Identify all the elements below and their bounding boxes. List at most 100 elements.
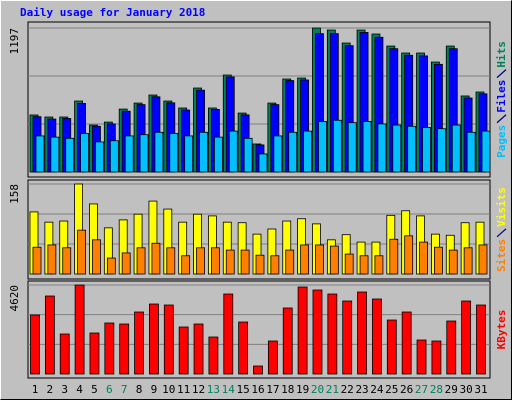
chart-title: Daily usage for January 2018 bbox=[20, 6, 205, 19]
bar bbox=[119, 323, 130, 375]
x-tick-label: 25 bbox=[385, 383, 398, 396]
bar bbox=[208, 336, 219, 375]
bar bbox=[59, 333, 70, 375]
bar bbox=[446, 320, 457, 375]
x-tick-label: 14 bbox=[222, 383, 236, 396]
bar bbox=[95, 141, 104, 173]
bar bbox=[65, 137, 75, 173]
bar bbox=[238, 321, 249, 375]
bar bbox=[273, 135, 283, 173]
bar bbox=[466, 131, 476, 173]
bar bbox=[104, 322, 115, 375]
bar bbox=[372, 298, 382, 375]
bar bbox=[210, 247, 220, 275]
bar bbox=[166, 247, 176, 275]
bar bbox=[225, 249, 235, 275]
y-tick-label: 4620 bbox=[8, 285, 21, 312]
x-tick-label: 28 bbox=[430, 383, 443, 396]
legend-separator bbox=[496, 69, 507, 79]
bar bbox=[404, 235, 414, 275]
x-tick-label: 23 bbox=[355, 383, 368, 396]
x-tick-label: 20 bbox=[311, 383, 324, 396]
bar bbox=[392, 124, 402, 173]
bar bbox=[315, 244, 324, 275]
x-tick-label: 5 bbox=[91, 383, 98, 396]
bar bbox=[463, 247, 473, 275]
x-tick-label: 31 bbox=[474, 383, 487, 396]
bar bbox=[451, 124, 461, 173]
x-tick-label: 29 bbox=[445, 383, 458, 396]
legend-label: Hits bbox=[495, 41, 508, 68]
bar bbox=[253, 365, 263, 375]
x-tick-label: 11 bbox=[177, 383, 190, 396]
x-tick-label: 24 bbox=[370, 383, 384, 396]
bar bbox=[431, 340, 442, 375]
x-tick-label: 22 bbox=[341, 383, 354, 396]
bar bbox=[327, 293, 338, 375]
legend-label: Pages bbox=[495, 125, 508, 158]
bar bbox=[347, 122, 357, 173]
x-tick-label: 30 bbox=[460, 383, 473, 396]
y-tick-label: 1197 bbox=[8, 28, 21, 55]
bar bbox=[285, 249, 295, 275]
x-tick-label: 9 bbox=[151, 383, 158, 396]
bar bbox=[329, 245, 339, 275]
bar bbox=[267, 340, 278, 375]
legend-separator bbox=[496, 228, 507, 238]
bar bbox=[448, 249, 458, 275]
x-tick-label: 15 bbox=[237, 383, 250, 396]
legend-label: Sites bbox=[495, 239, 508, 272]
bar bbox=[223, 293, 234, 375]
bar bbox=[401, 311, 412, 375]
bar bbox=[213, 136, 223, 173]
bar bbox=[89, 332, 100, 375]
bar bbox=[35, 135, 45, 173]
bar bbox=[92, 239, 101, 275]
bar bbox=[436, 128, 446, 173]
bar bbox=[139, 134, 149, 173]
bar bbox=[106, 257, 116, 275]
x-tick-label: 13 bbox=[207, 383, 220, 396]
bar bbox=[50, 136, 60, 173]
bar bbox=[169, 133, 179, 173]
x-tick-label: 7 bbox=[121, 383, 128, 396]
bar bbox=[344, 253, 354, 275]
bar bbox=[178, 326, 189, 375]
x-tick-label: 26 bbox=[400, 383, 413, 396]
bar bbox=[312, 289, 323, 375]
bar bbox=[255, 254, 265, 275]
bar bbox=[342, 300, 353, 375]
x-tick-label: 17 bbox=[266, 383, 279, 396]
bar bbox=[181, 255, 191, 275]
bar bbox=[416, 339, 427, 375]
legend-label: KBytes bbox=[495, 310, 508, 350]
bar bbox=[32, 246, 42, 275]
bar bbox=[481, 130, 491, 173]
x-tick-label: 18 bbox=[281, 383, 294, 396]
bar bbox=[151, 242, 161, 275]
bar bbox=[386, 319, 397, 375]
bar bbox=[357, 291, 367, 375]
bar bbox=[163, 304, 174, 375]
bar bbox=[300, 244, 310, 275]
x-tick-label: 19 bbox=[296, 383, 309, 396]
x-tick-label: 2 bbox=[47, 383, 54, 396]
bar bbox=[270, 255, 280, 275]
bar bbox=[193, 323, 204, 375]
bar bbox=[374, 255, 384, 275]
bar bbox=[44, 295, 55, 375]
bar bbox=[433, 246, 443, 275]
x-tick-label: 12 bbox=[192, 383, 205, 396]
bar bbox=[243, 137, 253, 173]
bar bbox=[359, 255, 369, 275]
bar bbox=[154, 131, 164, 173]
bar bbox=[318, 121, 327, 173]
bar bbox=[288, 131, 298, 173]
bar bbox=[184, 135, 194, 173]
bar bbox=[389, 238, 399, 275]
legend-label: Visits bbox=[495, 187, 508, 227]
bar bbox=[134, 311, 144, 375]
x-tick-label: 6 bbox=[106, 383, 113, 396]
bar bbox=[228, 130, 238, 173]
